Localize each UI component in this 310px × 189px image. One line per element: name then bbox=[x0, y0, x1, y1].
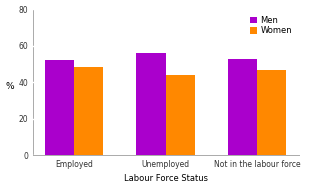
Bar bbox=[74, 67, 104, 155]
Bar bbox=[136, 53, 166, 155]
Bar bbox=[228, 59, 257, 155]
Bar bbox=[257, 70, 286, 155]
Bar bbox=[45, 60, 74, 155]
Bar bbox=[166, 75, 195, 155]
Y-axis label: %: % bbox=[6, 82, 14, 91]
Legend: Men, Women: Men, Women bbox=[248, 13, 294, 38]
X-axis label: Labour Force Status: Labour Force Status bbox=[124, 174, 208, 184]
